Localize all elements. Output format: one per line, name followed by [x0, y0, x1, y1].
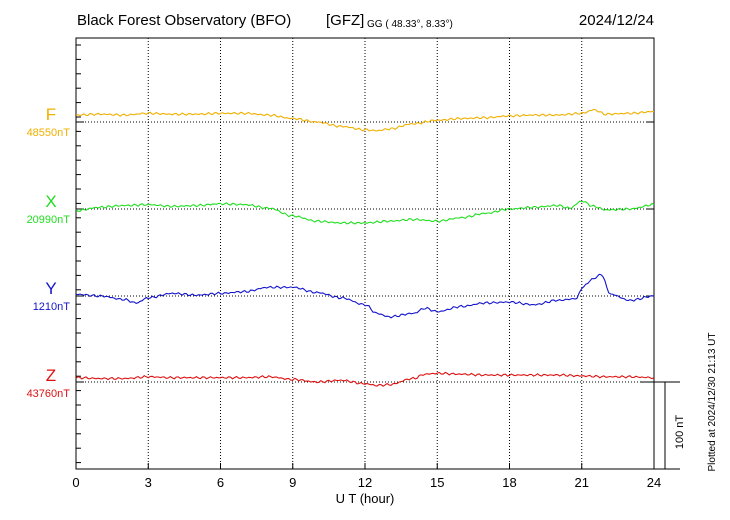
chart-title: Black Forest Observatory (BFO): [77, 12, 291, 29]
x-axis-label: U T (hour): [336, 491, 395, 506]
component-name-f: F: [46, 105, 56, 124]
component-name-y: Y: [45, 279, 56, 298]
component-name-x: X: [45, 192, 56, 211]
series-group: [75, 108, 655, 387]
x-tick-label: 9: [289, 475, 296, 490]
x-tick-label: 15: [430, 475, 444, 490]
component-name-z: Z: [46, 366, 56, 385]
component-baseline-f: 48550nT: [27, 127, 71, 139]
x-tick-label: 3: [145, 475, 152, 490]
chart-date: 2024/12/24: [579, 12, 654, 29]
plotted-note: Plotted at 2024/12/30 21:13 UT: [707, 333, 718, 472]
series-line-z: [75, 371, 655, 387]
component-baseline-x: 20990nT: [27, 214, 71, 226]
chart-coordinates: GG ( 48.33°, 8.33°): [367, 19, 453, 30]
series-line-f: [75, 108, 654, 132]
series-line-y: [75, 273, 655, 319]
x-tick-label: 18: [502, 475, 516, 490]
grid-group: [147, 38, 583, 469]
component-baseline-z: 43760nT: [27, 388, 71, 400]
series-line-x: [75, 200, 655, 225]
chart-source: [GFZ]: [326, 12, 364, 29]
x-tick-label: 12: [358, 475, 372, 490]
component-labels: F 48550nT X 20990nT Y 1210nT Z 43760nT: [27, 105, 71, 400]
scale-bar: 100 nT: [640, 381, 686, 470]
x-tick-labels: 0 3 6 9 12 15 18 21 24: [72, 475, 661, 490]
x-tick-label: 21: [575, 475, 589, 490]
x-tick-label: 6: [217, 475, 224, 490]
x-tick-label: 0: [72, 475, 79, 490]
component-baseline-y: 1210nT: [33, 301, 71, 313]
baseline-group: [76, 121, 654, 383]
x-tick-label: 24: [647, 475, 661, 490]
scale-bar-label: 100 nT: [674, 415, 686, 450]
